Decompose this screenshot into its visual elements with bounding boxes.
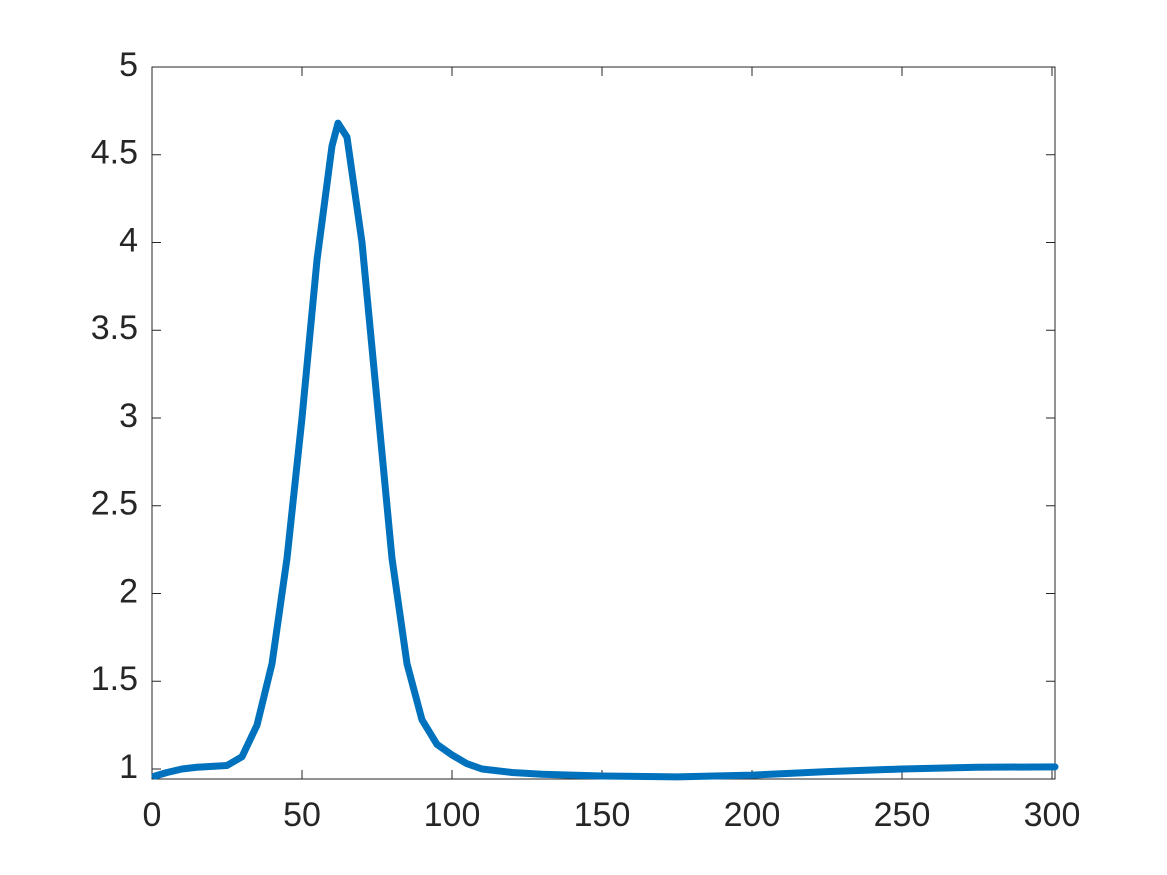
- plot-box: [151, 66, 1056, 780]
- y-tick-label: 4.5: [91, 134, 138, 172]
- x-tick-label: 0: [143, 796, 162, 834]
- y-tick-label: 2.5: [91, 485, 138, 523]
- y-tick-label: 1: [119, 748, 138, 786]
- line-series: [151, 119, 1059, 781]
- x-tick-label: 150: [574, 796, 631, 834]
- y-tick-label: 1.5: [91, 660, 138, 698]
- y-tick-label: 3: [119, 397, 138, 435]
- x-tick-label: 50: [283, 796, 321, 834]
- y-tick-label: 3.5: [91, 309, 138, 347]
- x-tick-label: 100: [424, 796, 481, 834]
- x-tick-label: 200: [724, 796, 781, 834]
- x-tick-label: 250: [874, 796, 931, 834]
- y-tick-label: 4: [119, 221, 138, 259]
- x-tick-label: 300: [1024, 796, 1081, 834]
- y-tick-label: 2: [119, 572, 138, 610]
- y-tick-label: 5: [119, 46, 138, 84]
